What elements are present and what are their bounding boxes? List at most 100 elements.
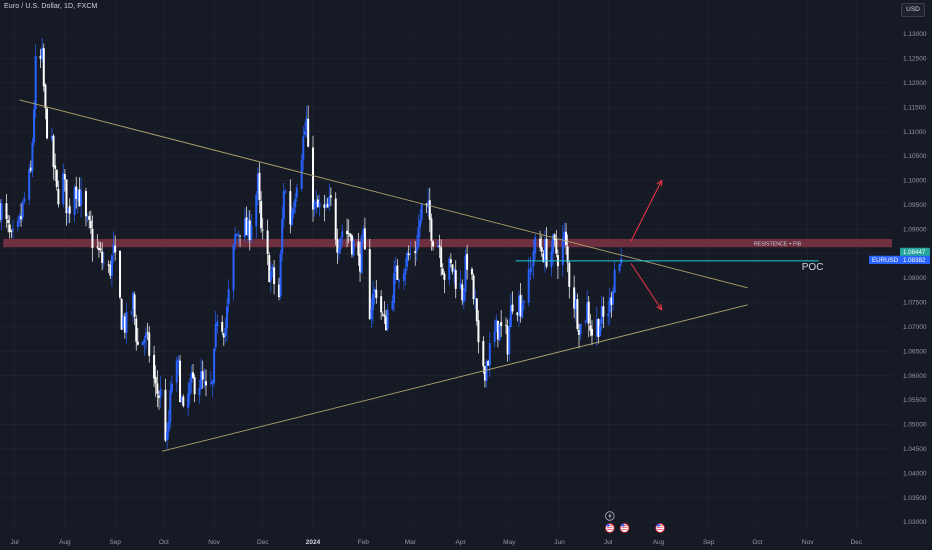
- candle-body: [440, 247, 443, 268]
- event-markers[interactable]: [605, 511, 665, 533]
- candle-body: [307, 118, 310, 147]
- lightning-icon-bolt: [608, 512, 612, 520]
- candle-body: [114, 245, 117, 253]
- candle-body: [216, 321, 219, 326]
- candle-body: [462, 290, 465, 303]
- last-price-label: 1.08447: [903, 249, 926, 256]
- price-axis[interactable]: 1.13000 1.12500 1.12000 1.11500 1.11000 1.105…: [903, 31, 927, 526]
- candle-body: [561, 237, 564, 265]
- candle-body: [294, 198, 297, 208]
- candle-body: [169, 390, 172, 423]
- arrow-up-head: [656, 179, 663, 187]
- candle-body: [350, 235, 353, 255]
- candle-body: [493, 331, 496, 343]
- candle-body: [357, 241, 360, 256]
- flag-us-icon[interactable]: [619, 523, 630, 533]
- candle-body: [313, 202, 316, 210]
- candle-body: [375, 289, 378, 299]
- candle-body: [200, 371, 203, 390]
- candle-body: [73, 187, 76, 215]
- flag-us-icon[interactable]: [605, 523, 615, 533]
- price-tick-label: 1.11500: [903, 104, 926, 111]
- candle-body: [587, 301, 590, 324]
- price-tick-label: 1.10500: [903, 153, 927, 160]
- candle-body: [461, 284, 464, 301]
- candle-body: [0, 203, 3, 220]
- candle-body: [0, 203, 1, 220]
- candle-body: [466, 253, 469, 270]
- candle-body: [506, 326, 509, 355]
- candle-body: [397, 279, 400, 282]
- candle-body: [500, 322, 503, 326]
- candle-body: [428, 200, 431, 220]
- candle-body: [235, 234, 238, 236]
- candle-body: [362, 229, 365, 237]
- candle-body: [159, 388, 162, 397]
- candle-body: [143, 339, 146, 344]
- candle-body: [323, 204, 326, 208]
- candle-body: [451, 264, 454, 272]
- arrow-up[interactable]: [630, 180, 663, 242]
- candle-body: [360, 236, 363, 274]
- candle-body: [11, 228, 14, 231]
- candle-body: [337, 248, 340, 254]
- candle-body: [610, 297, 613, 305]
- candle-body: [78, 189, 81, 207]
- candle-body: [55, 169, 58, 188]
- symbol-price-label-symbol: EURUSD: [872, 257, 899, 264]
- date-tick-label: Sep: [703, 539, 715, 546]
- candle-body: [52, 135, 55, 168]
- candle-body: [529, 268, 532, 272]
- candle-body: [33, 109, 36, 143]
- flag-us-icon[interactable]: [655, 523, 665, 533]
- descending-trendline[interactable]: [19, 99, 748, 289]
- resistance-zone-group[interactable]: RESISTENCE + FIB: [3, 238, 893, 247]
- candle-body: [545, 238, 548, 267]
- candle-body: [65, 179, 68, 214]
- price-tick-label: 1.04000: [903, 470, 927, 477]
- candle-body: [509, 305, 512, 327]
- symbol-title[interactable]: Euro / U.S. Dollar, 1D, FXCM: [4, 3, 98, 10]
- candle-body: [123, 316, 126, 333]
- candle-body: [193, 377, 196, 395]
- price-tick-label: 1.10000: [903, 178, 927, 185]
- candle-body: [454, 270, 457, 289]
- price-tick-label: 1.03500: [903, 495, 927, 502]
- candle-body: [419, 220, 422, 228]
- date-tick-label: 2024: [306, 539, 321, 546]
- candle-body: [133, 294, 136, 317]
- candle-body: [326, 203, 329, 208]
- candle-body: [430, 218, 433, 242]
- ascending-trendline[interactable]: [162, 304, 748, 452]
- candle-body: [28, 169, 31, 200]
- candle-body: [436, 245, 439, 248]
- time-axis[interactable]: Jul Aug Sep Oct Nov Dec 2024 Feb Mar Apr May Jun Jul…: [10, 539, 862, 546]
- candle-body: [589, 325, 592, 331]
- candlestick-series: [0, 37, 623, 450]
- candle-body: [602, 306, 605, 317]
- candle-body: [101, 251, 104, 264]
- candle-body: [279, 253, 282, 296]
- candle-body: [226, 306, 229, 329]
- candle-body: [532, 251, 535, 266]
- candle-body: [427, 201, 430, 208]
- candle-body: [522, 300, 525, 303]
- candle-body: [271, 266, 274, 270]
- candle-body: [222, 333, 225, 338]
- candle-body: [517, 296, 520, 315]
- candle-body: [372, 293, 375, 311]
- flag-us-icon-canton: [656, 524, 660, 527]
- date-tick-label: Aug: [653, 539, 665, 546]
- candle-body: [607, 313, 610, 317]
- arrow-down[interactable]: [630, 263, 663, 310]
- currency-button[interactable]: USD: [901, 3, 925, 17]
- candle-body: [201, 371, 204, 380]
- lightning-icon[interactable]: [605, 511, 615, 521]
- candle-body: [595, 319, 598, 337]
- candle-body: [175, 361, 178, 383]
- date-tick-label: Aug: [59, 539, 71, 546]
- drawing-tools[interactable]: POC: [19, 99, 823, 452]
- candle-body: [57, 189, 60, 205]
